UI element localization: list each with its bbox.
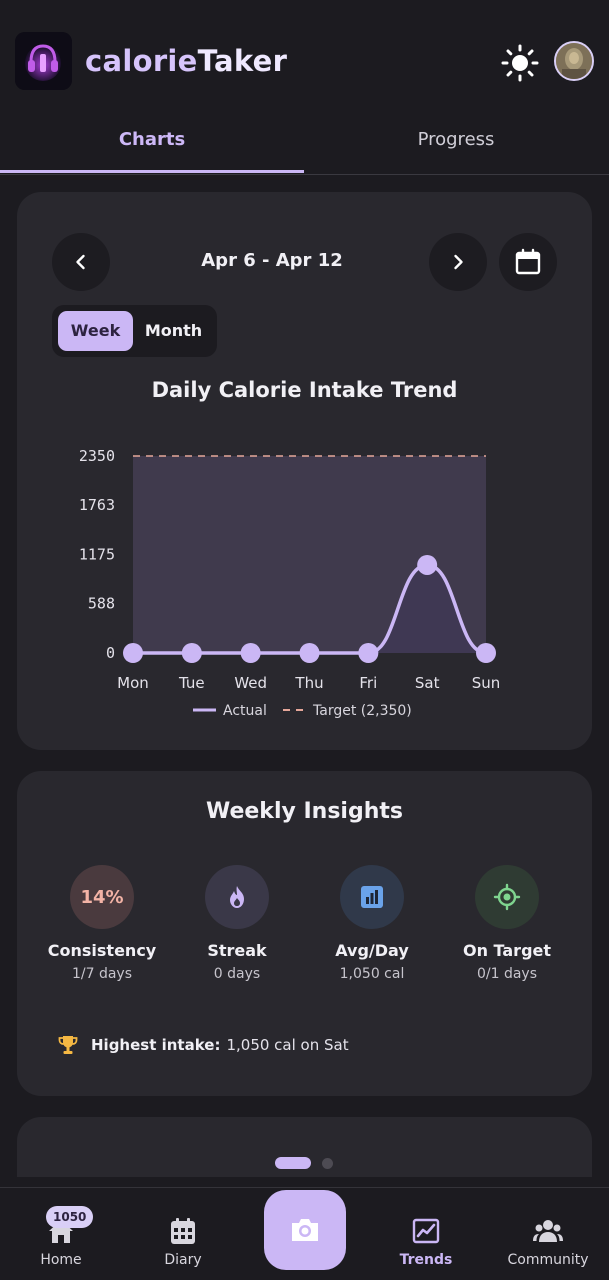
period-toggle: Week Month [52,305,217,357]
insights-title: Weekly Insights [205,799,403,824]
target-icon [493,883,521,911]
stat-value: 0 days [213,966,261,982]
pager-dot[interactable] [322,1158,333,1169]
nav-trends[interactable]: Trends [365,1188,487,1280]
stat-consistency: 14% Consistency 1/7 days [34,865,170,982]
x-tick-label: Mon [117,674,149,692]
stat-label: On Target [462,941,552,960]
y-tick-label: 0 [106,644,115,662]
trending-up-icon [412,1218,440,1244]
x-tick-label: Tue [178,674,205,692]
stat-label: Avg/Day [335,941,409,960]
theme-toggle-button[interactable] [500,43,540,83]
x-tick-label: Sun [472,674,501,692]
streak-circle [205,865,269,929]
previous-week-button[interactable] [52,233,110,291]
data-point [417,554,438,575]
y-tick-label: 588 [88,595,115,613]
x-tick-label: Thu [294,674,323,692]
app-title-part2: Taker [197,44,288,78]
nav-diary[interactable]: Diary [122,1188,244,1280]
nav-home[interactable]: 1050 Home [0,1188,122,1280]
data-point [476,643,496,663]
highest-intake-label: Highest intake: [91,1036,221,1054]
stat-value: 0/1 days [476,966,538,982]
data-point [123,643,143,663]
chart-card: Apr 6 - Apr 12 Week Month Daily Calorie … [17,192,592,750]
data-point [181,643,202,663]
stat-on-target: On Target 0/1 days [439,865,575,982]
home-badge: 1050 [46,1206,94,1228]
tab-progress[interactable]: Progress [417,129,495,150]
x-tick-label: Sat [415,674,440,692]
highest-intake-value: 1,050 cal on Sat [226,1036,349,1054]
consistency-circle: 14% [70,865,134,929]
calendar-picker-button[interactable] [499,233,557,291]
app-title-part1: calorie [85,44,198,78]
actual-area [133,564,486,653]
chart-title: Daily Calorie Intake Trend [151,378,458,402]
chevron-right-icon [454,254,463,270]
nav-label: Home [40,1252,82,1268]
app-header: calorieTaker [0,0,609,110]
data-point [240,643,261,663]
camera-icon [292,1219,318,1241]
app-title: calorieTaker [85,44,287,78]
data-point [299,643,320,663]
chevron-left-icon [76,254,85,270]
active-tab-indicator [0,170,304,173]
y-tick-label: 1763 [79,496,115,514]
stat-label: Streak [207,941,267,960]
week-toggle-option[interactable]: Week [58,311,133,351]
highest-intake-row: Highest intake: 1,050 cal on Sat [57,1034,349,1056]
x-tick-label: Wed [234,674,267,692]
nav-label: Community [507,1252,589,1268]
stat-value: 1/7 days [71,966,133,982]
tab-bar: Charts Progress [0,110,609,175]
month-toggle-option[interactable]: Month [144,321,203,340]
weekly-insights-card: Weekly Insights 14% Consistency 1/7 days… [17,771,592,1096]
sun-icon [501,44,539,82]
app-logo [15,32,72,90]
camera-button[interactable] [264,1190,346,1270]
y-tick-label: 1175 [79,546,115,564]
date-range-label: Apr 6 - Apr 12 [201,250,343,271]
stat-label: Consistency [47,941,157,960]
nav-label: Trends [399,1252,453,1268]
legend-target-label: Target (2,350) [312,703,412,719]
people-icon [533,1220,563,1242]
calendar-icon [515,248,541,275]
consistency-percent: 14% [80,886,124,908]
y-tick-label: 2350 [79,447,115,465]
tab-charts[interactable]: Charts [118,129,186,150]
nav-label: Diary [164,1252,202,1268]
data-point [358,643,379,663]
nav-community[interactable]: Community [487,1188,609,1280]
on-target-circle [475,865,539,929]
user-avatar[interactable] [554,41,594,81]
bar-chart-icon [361,886,383,908]
legend-actual-label: Actual [223,703,267,719]
calendar-grid-icon [171,1218,195,1244]
flame-icon [230,886,244,908]
x-tick-label: Fri [359,674,377,692]
trophy-icon [58,1036,78,1054]
stat-streak: Streak 0 days [169,865,305,982]
stat-value: 1,050 cal [339,966,405,982]
pager-dot-active[interactable] [275,1157,311,1169]
stat-avg-day: Avg/Day 1,050 cal [304,865,440,982]
next-week-button[interactable] [429,233,487,291]
avg-day-circle [340,865,404,929]
